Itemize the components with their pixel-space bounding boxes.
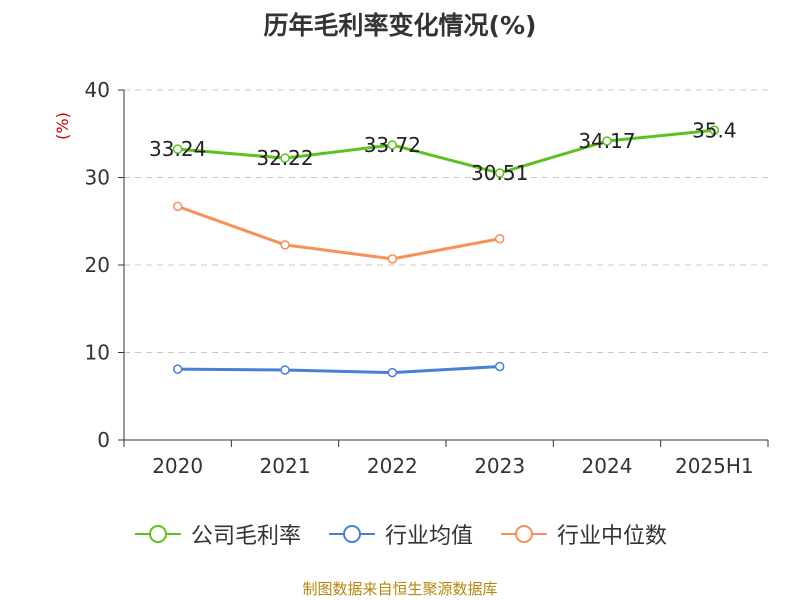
data-label: 34.17 bbox=[578, 129, 635, 153]
data-point bbox=[602, 136, 612, 146]
data-label: 33.72 bbox=[364, 133, 421, 157]
y-tick-label: 10 bbox=[85, 341, 110, 365]
y-unit-label: (%) bbox=[53, 112, 72, 140]
legend-item-industry-median[interactable]: 行业中位数 bbox=[499, 518, 667, 550]
data-point bbox=[709, 125, 720, 135]
legend-label: 行业均值 bbox=[384, 524, 473, 549]
data-label: 33.24 bbox=[149, 137, 206, 161]
legend-item-industry-mean[interactable]: 行业均值 bbox=[327, 518, 473, 550]
chart-title: 历年毛利率变化情况(%) bbox=[263, 11, 537, 40]
data-point bbox=[387, 140, 398, 150]
y-tick-label: 20 bbox=[85, 253, 110, 277]
y-tick-label: 30 bbox=[85, 166, 110, 190]
legend-label: 行业中位数 bbox=[557, 524, 668, 549]
series-line bbox=[177, 365, 500, 375]
x-tick-label: 2020 bbox=[152, 454, 203, 478]
x-tick-label: 2022 bbox=[367, 454, 418, 478]
data-point bbox=[494, 168, 505, 178]
x-tick-label: 2024 bbox=[582, 454, 633, 478]
legend-marker-icon bbox=[134, 525, 181, 543]
series-line bbox=[177, 128, 715, 175]
series-line bbox=[177, 204, 500, 261]
data-point bbox=[387, 367, 398, 378]
legend-item-company-gross-margin[interactable]: 公司毛利率 bbox=[133, 518, 301, 550]
data-point bbox=[280, 153, 290, 163]
data-point bbox=[172, 201, 183, 212]
data-label: 32.22 bbox=[256, 146, 313, 170]
data-point bbox=[172, 144, 183, 154]
data-point bbox=[494, 234, 505, 244]
data-point bbox=[280, 365, 290, 375]
y-tick-label: 40 bbox=[85, 78, 110, 102]
data-label: 30.51 bbox=[471, 161, 528, 185]
x-tick-label: 2021 bbox=[260, 454, 311, 478]
data-point bbox=[172, 364, 183, 374]
data-point bbox=[280, 240, 290, 250]
legend-marker-icon bbox=[328, 525, 375, 543]
data-label: 35.4 bbox=[692, 118, 737, 142]
chart-legend: 公司毛利率 行业均值 行业中位数 bbox=[0, 518, 800, 550]
data-source-note: 制图数据来自恒生聚源数据库 bbox=[302, 580, 498, 598]
data-point bbox=[494, 361, 505, 372]
data-point bbox=[387, 254, 398, 264]
y-tick-label: 0 bbox=[97, 428, 110, 452]
legend-label: 公司毛利率 bbox=[190, 524, 301, 549]
x-tick-label: 2025H1 bbox=[675, 454, 754, 478]
x-tick-label: 2023 bbox=[474, 454, 525, 478]
legend-marker-icon bbox=[501, 525, 547, 543]
